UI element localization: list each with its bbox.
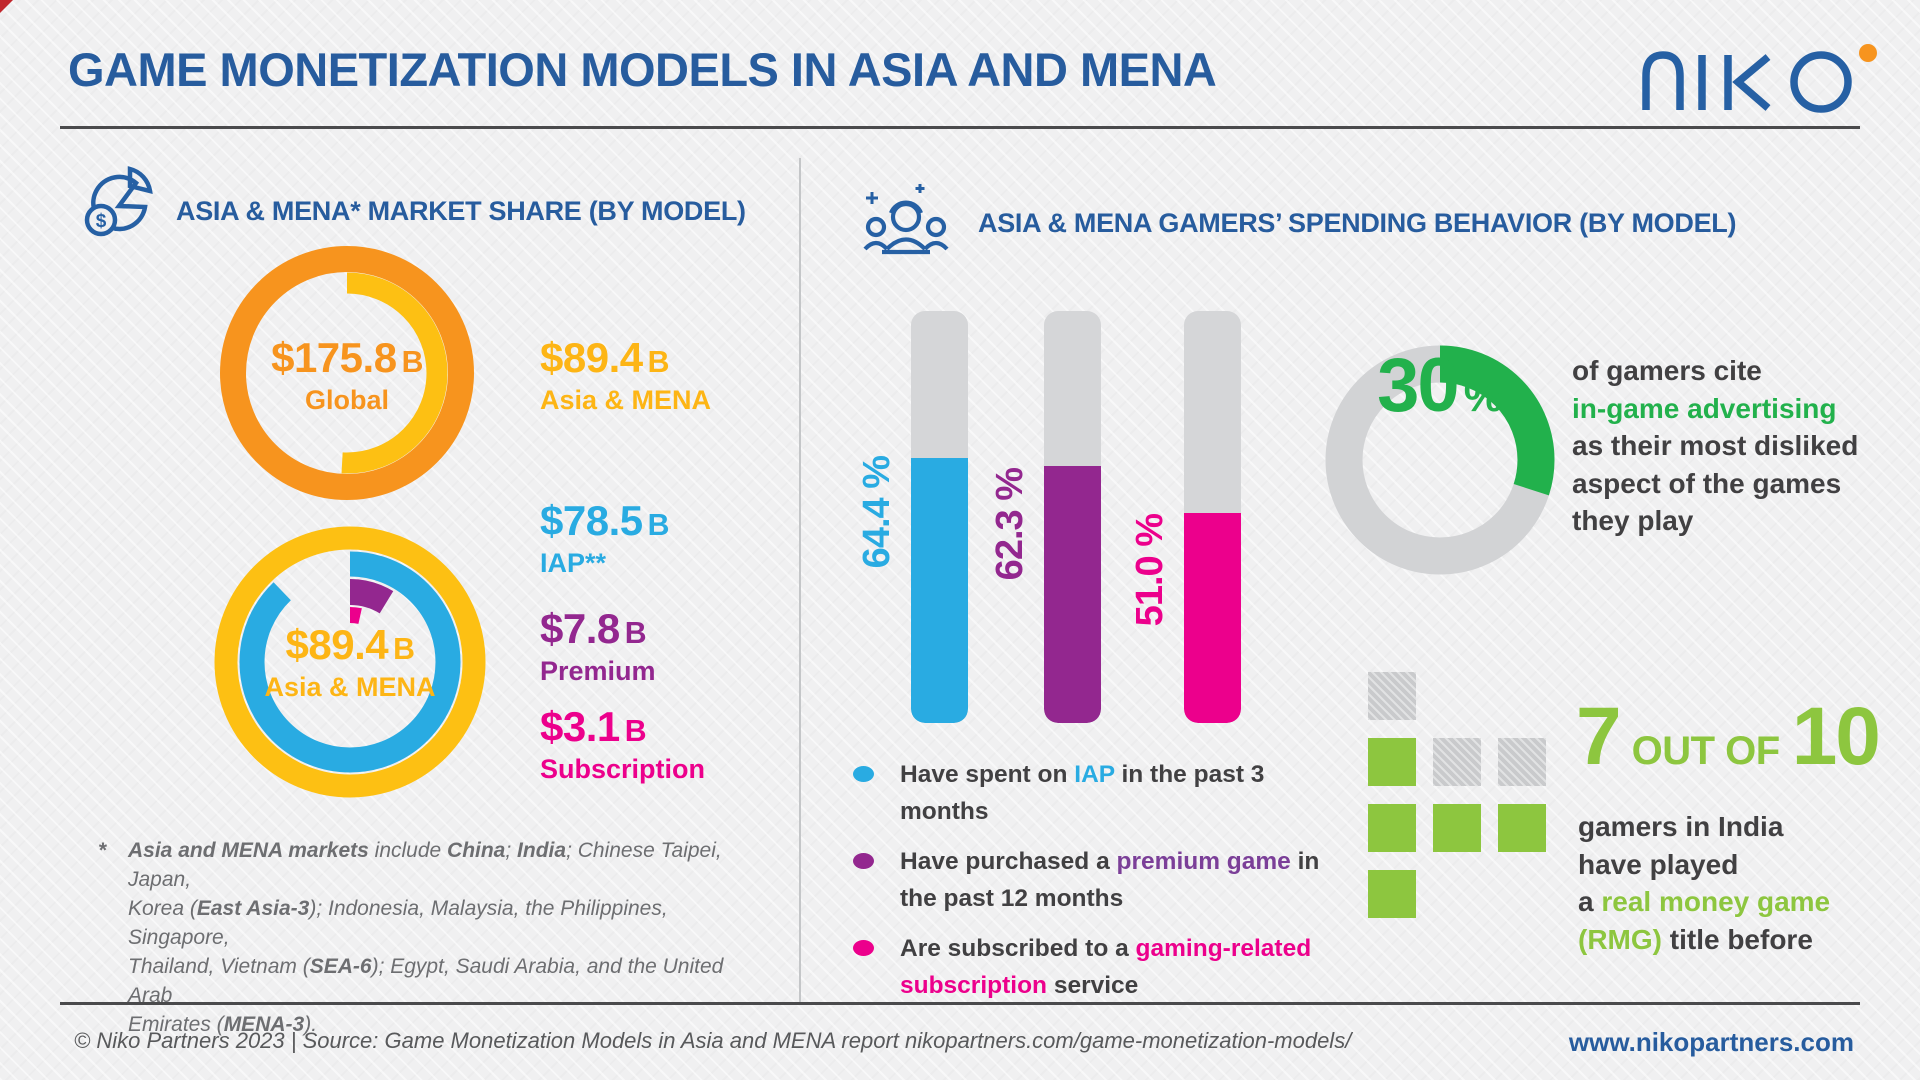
legend-text-iap: Have spent on IAP in the past 3 months	[900, 761, 1265, 825]
asia-mena-side-label: $89.4 B Asia & MENA	[540, 334, 711, 416]
ad-percent-symbol: %	[1463, 372, 1503, 421]
ad-dislike-text: of gamers cite in-game advertising as thei…	[1572, 355, 1859, 536]
premium-value-label: $7.8 B Premium	[540, 605, 656, 687]
waffle-cell	[1368, 804, 1416, 852]
bar-iap-fill	[911, 457, 968, 723]
legend-item-iap: Have spent on IAP in the past 3 months	[853, 756, 1353, 830]
global-donut-center-label: $175.8 B Global	[236, 300, 458, 450]
logo-dot-icon	[1859, 44, 1877, 62]
pie-dollar-icon: $	[84, 166, 153, 237]
legend-dot-subscription-icon	[853, 940, 874, 956]
bar-premium	[1044, 311, 1101, 723]
svg-text:$: $	[96, 211, 107, 232]
asia-mena-model-donut-chart	[214, 526, 486, 798]
asia-unit: B	[393, 633, 415, 666]
bar-premium-fill	[1044, 466, 1101, 723]
stat-ten: 10	[1791, 691, 1881, 782]
iap-unit: B	[647, 509, 670, 542]
ad-donut-center-label: 30 %	[1322, 342, 1558, 578]
subscription-amount: $3.1	[540, 703, 620, 750]
bar-iap-value: 64.4 %	[856, 456, 898, 569]
footer-rule	[60, 1002, 1860, 1005]
asia-amount: $89.4	[285, 621, 389, 668]
spending-legend: Have spent on IAP in the past 3 months H…	[853, 756, 1353, 1017]
right-section-heading: ASIA & MENA GAMERS’ SPENDING BEHAVIOR (B…	[978, 208, 1737, 238]
asia-side-text: Asia & MENA	[540, 385, 712, 415]
global-amount: $175.8	[271, 334, 397, 381]
bar-subscription-fill	[1184, 512, 1241, 723]
subscription-value-label: $3.1 B Subscription	[540, 703, 705, 785]
footnote-markets: * Asia and MENA markets include China; I…	[98, 836, 728, 1039]
asia-donut-center-label: $89.4 B Asia & MENA	[240, 592, 460, 732]
bar-premium-value: 62.3 %	[989, 468, 1031, 581]
footnote-marker: *	[98, 839, 107, 862]
premium-unit: B	[624, 617, 647, 650]
premium-text: Premium	[540, 656, 656, 686]
niko-logo	[1642, 44, 1877, 113]
waffle-cell	[1368, 870, 1416, 918]
waffle-cell	[1368, 672, 1416, 720]
asia-label: Asia & MENA	[264, 672, 436, 702]
stat-out-of: OUT OF	[1631, 729, 1781, 773]
footnote-markets-text: Asia and MENA markets include China; Ind…	[128, 839, 724, 1036]
legend-text-subscription: Are subscribed to a gaming-related subscr…	[900, 935, 1312, 999]
left-section-heading: ASIA & MENA* MARKET SHARE (BY MODEL)	[176, 196, 746, 226]
page-title: GAME MONETIZATION MODELS IN ASIA AND MEN…	[68, 43, 1217, 96]
legend-dot-premium-icon	[853, 853, 874, 869]
waffle-cell	[1368, 738, 1416, 786]
rmg-waffle-chart	[1368, 672, 1546, 918]
subscription-unit: B	[624, 715, 647, 748]
waffle-cell	[1498, 738, 1546, 786]
waffle-cell	[1498, 804, 1546, 852]
asia-side-amount: $89.4	[540, 334, 643, 381]
legend-item-premium: Have purchased a premium game in the past…	[853, 843, 1353, 917]
iap-amount: $78.5	[540, 497, 643, 544]
legend-text-premium: Have purchased a premium game in the past…	[900, 848, 1320, 912]
in-game-ads-donut-chart	[1325, 345, 1555, 575]
header-rule	[60, 126, 1860, 129]
corner-accent	[0, 0, 13, 13]
subscription-text: Subscription	[540, 754, 706, 784]
bar-subscription	[1184, 311, 1241, 723]
global-unit: B	[401, 346, 424, 379]
asia-side-unit: B	[647, 346, 670, 379]
gamers-group-icon	[863, 184, 949, 255]
section-divider	[799, 158, 801, 1003]
bar-iap	[911, 311, 968, 723]
stat-seven: 7	[1576, 691, 1622, 782]
global-label: Global	[304, 385, 389, 415]
footer-credit: © Niko Partners 2023 | Source: Game Mone…	[74, 1028, 1352, 1053]
footer-site-link[interactable]: www.nikopartners.com	[1568, 1027, 1854, 1057]
rmg-stat-text: gamers in India have played a real money g…	[1578, 811, 1831, 955]
legend-item-subscription: Are subscribed to a gaming-related subscr…	[853, 930, 1353, 1004]
waffle-cell	[1433, 804, 1481, 852]
global-market-donut-chart	[220, 246, 474, 500]
rmg-stat-headline: 7 OUT OF 10	[1576, 691, 1881, 782]
legend-dot-iap-icon	[853, 766, 874, 782]
premium-amount: $7.8	[540, 605, 620, 652]
waffle-cell	[1433, 738, 1481, 786]
ad-percent-number: 30	[1377, 343, 1460, 428]
bar-subscription-value: 51.0 %	[1129, 514, 1171, 627]
iap-value-label: $78.5 B IAP**	[540, 497, 669, 579]
iap-text: IAP**	[540, 548, 607, 578]
